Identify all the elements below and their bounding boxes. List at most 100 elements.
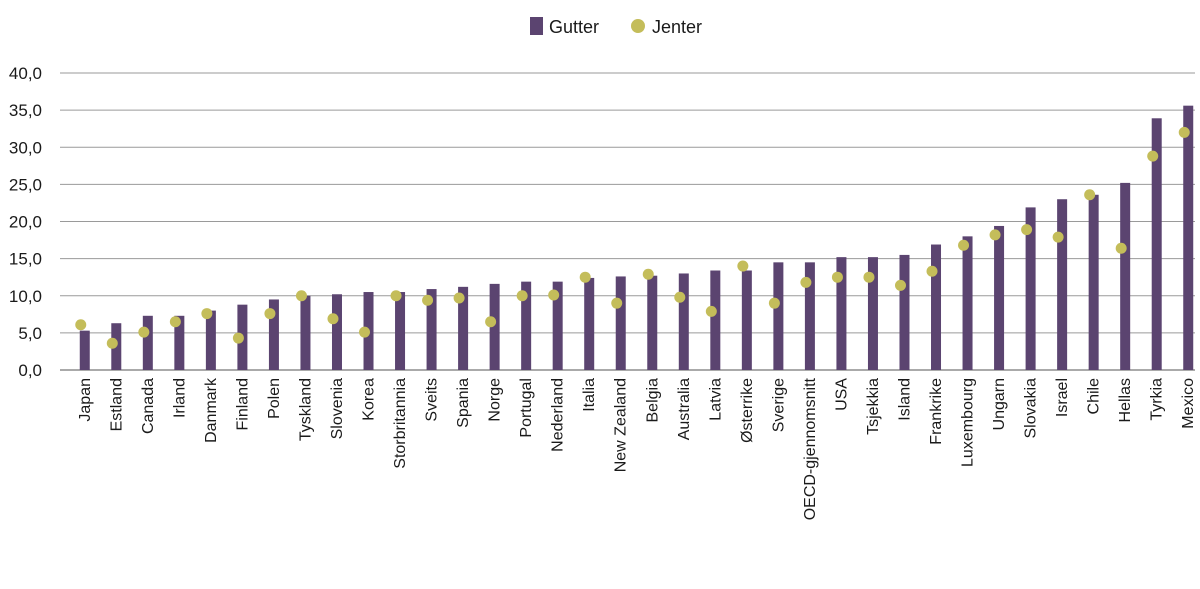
x-tick-label: Polen <box>266 378 283 419</box>
bar-japan <box>79 330 90 370</box>
dot-tyskland <box>295 290 307 302</box>
x-tick-label: Chile <box>1086 378 1103 415</box>
x-tick-label: Latvia <box>707 378 724 421</box>
dot-oecd-gjennomsnitt <box>800 276 812 288</box>
dot-island <box>894 279 906 291</box>
y-tick-label: 40,0 <box>9 64 42 83</box>
x-tick-label: Japan <box>77 378 94 422</box>
bar-mexico <box>1183 105 1194 371</box>
bar-italia <box>584 277 595 370</box>
x-tick-label: Tyrkia <box>1149 378 1166 421</box>
bar-island <box>899 254 910 370</box>
y-tick-label: 30,0 <box>9 138 42 157</box>
y-tick-label: 25,0 <box>9 175 42 194</box>
bar-spania <box>458 286 469 370</box>
x-tick-label: Korea <box>361 378 378 421</box>
bar-polen <box>268 299 279 370</box>
x-tick-label: Israel <box>1054 378 1071 417</box>
bar-portugal <box>521 281 532 370</box>
x-tick-label: Danmark <box>203 377 220 443</box>
x-tick-label: Sverige <box>770 378 787 432</box>
y-tick-label: 35,0 <box>9 101 42 120</box>
legend: Gutter Jenter <box>530 17 702 37</box>
x-tick-label: Tyskland <box>297 378 314 441</box>
y-tick-label: 20,0 <box>9 213 42 232</box>
bar-new-zealand <box>615 276 626 370</box>
bar-sverige <box>773 262 784 370</box>
y-tick-label: 0,0 <box>18 361 42 380</box>
x-tick-label: Østerrike <box>739 378 756 443</box>
bar-ungarn <box>994 225 1005 370</box>
bar-hellas <box>1120 182 1131 370</box>
x-tick-label: Hellas <box>1117 378 1134 422</box>
bar-australia <box>678 273 689 370</box>
dot-norge <box>485 316 497 328</box>
dot-mexico <box>1178 126 1190 138</box>
dot-storbritannia <box>390 290 402 302</box>
x-tick-label: Ungarn <box>991 378 1008 430</box>
dot-australia <box>674 291 686 303</box>
x-tick-label: Luxembourg <box>960 378 977 467</box>
x-tick-label: Frankrike <box>928 378 945 445</box>
x-tick-label: Slovenia <box>329 378 346 439</box>
dot-nederland <box>548 289 560 301</box>
bar-slovenia <box>331 294 342 370</box>
legend-jenter-label: Jenter <box>652 17 702 37</box>
bar-canada <box>142 315 153 370</box>
gridlines <box>60 72 1195 371</box>
x-axis-category-labels: Japan Estland Canada Irland Danmark Finland Po… <box>77 377 1197 520</box>
dot-canada <box>138 326 150 338</box>
bar-luxembourg <box>962 236 973 370</box>
x-tick-label: Belgia <box>644 378 661 423</box>
dot-latvia <box>705 305 717 317</box>
dot-chile <box>1084 189 1096 201</box>
x-tick-label: Canada <box>140 378 157 434</box>
x-tick-label: Sveits <box>424 378 441 422</box>
bar-nederland <box>552 281 563 370</box>
dot-belgia <box>642 268 654 280</box>
bar-norge <box>489 283 500 370</box>
dot-sveits <box>422 294 434 306</box>
dot-tyrkia <box>1147 150 1159 162</box>
bar-belgia <box>647 275 658 370</box>
legend-jenter-marker <box>631 19 645 33</box>
dot-hellas <box>1115 242 1127 254</box>
x-tick-label: Finland <box>234 378 251 430</box>
dot-portugal <box>516 290 528 302</box>
dot-estland <box>106 337 118 349</box>
x-tick-label: Italia <box>581 378 598 412</box>
dot-irland <box>169 316 181 328</box>
bar-storbritannia <box>395 292 406 370</box>
jenter-dots <box>75 126 1190 349</box>
dot-new-zealand <box>611 297 623 309</box>
y-tick-label: 5,0 <box>18 324 42 343</box>
x-tick-label: Storbritannia <box>392 378 409 469</box>
x-tick-label: New Zealand <box>613 378 630 472</box>
dot-slovenia <box>327 313 339 325</box>
x-tick-label: Irland <box>171 378 188 418</box>
dot-polen <box>264 308 276 320</box>
bar-frankrike <box>931 244 942 370</box>
x-tick-label: Portugal <box>518 378 535 438</box>
dot-luxembourg <box>958 239 970 251</box>
dot-slovakia <box>1021 224 1033 236</box>
bar-østerrike <box>741 270 752 370</box>
dot-usa <box>831 271 843 283</box>
dot-tsjekkia <box>863 271 875 283</box>
legend-gutter-label: Gutter <box>549 17 599 37</box>
bar-sveits <box>426 289 437 370</box>
bar-tyskland <box>300 295 311 370</box>
bar-chile <box>1088 194 1099 370</box>
dot-israel <box>1052 231 1064 243</box>
dot-sverige <box>768 297 780 309</box>
x-tick-label: OECD-gjennomsnitt <box>802 377 819 520</box>
dot-ungarn <box>989 229 1001 241</box>
y-axis-ticks: 0,0 5,0 10,0 15,0 20,0 25,0 30,0 35,0 40,0 <box>9 64 42 380</box>
dot-korea <box>359 326 371 338</box>
x-tick-label: Island <box>896 378 913 421</box>
gutter-bars <box>79 105 1194 371</box>
bar-danmark <box>205 310 216 370</box>
x-tick-label: USA <box>833 378 850 411</box>
